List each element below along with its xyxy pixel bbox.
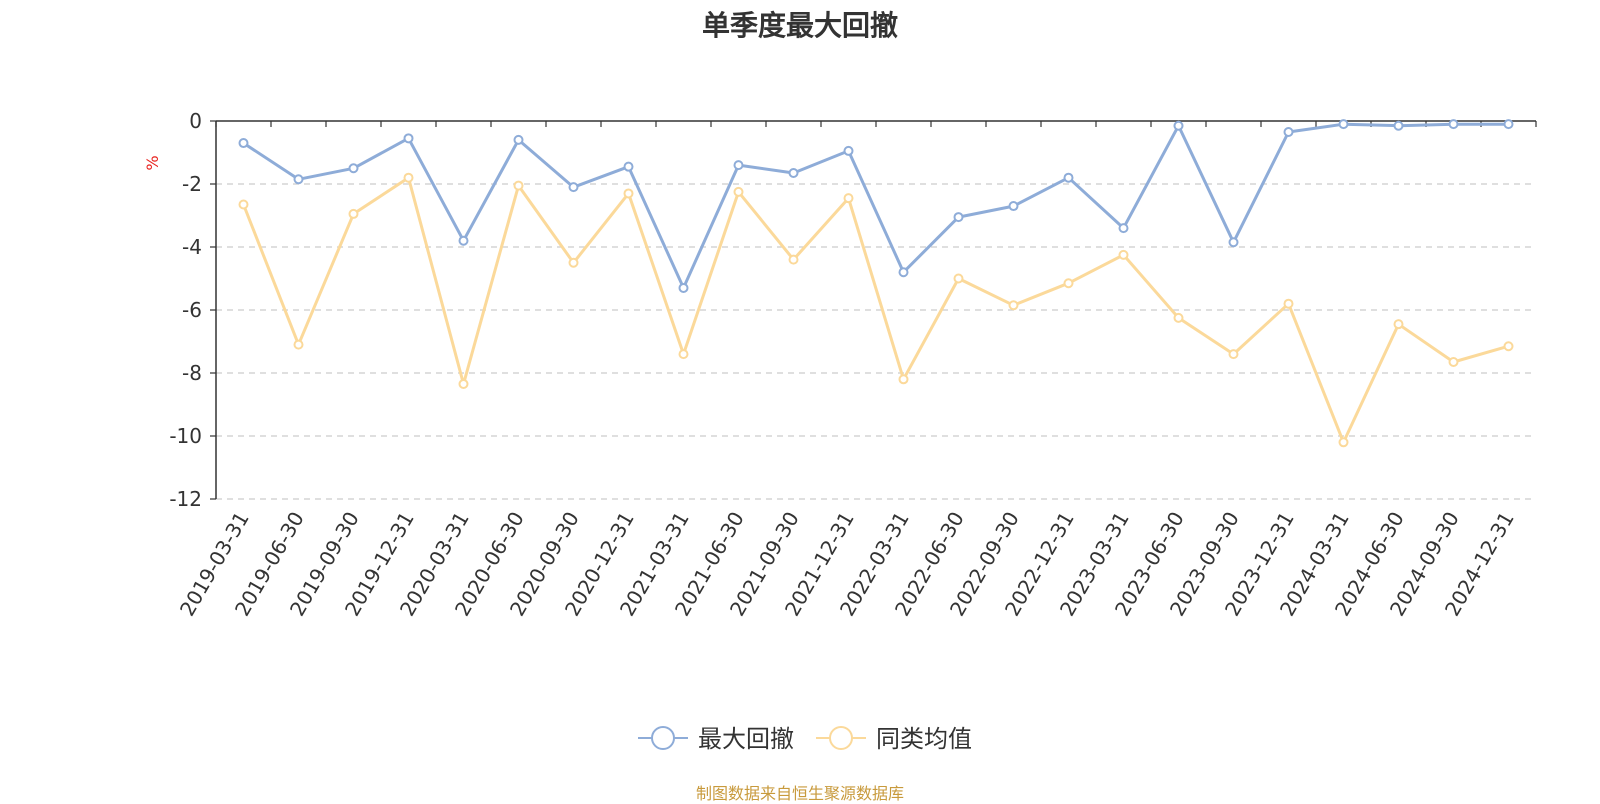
data-point bbox=[403, 133, 414, 144]
data-point bbox=[458, 379, 469, 390]
data-point bbox=[568, 257, 579, 268]
data-point bbox=[788, 167, 799, 178]
data-point bbox=[788, 254, 799, 265]
data-point bbox=[1173, 120, 1184, 131]
series-最大回撤 bbox=[238, 119, 1514, 293]
data-point bbox=[1503, 119, 1514, 130]
data-point bbox=[238, 199, 249, 210]
legend-item: 最大回撤 bbox=[638, 725, 794, 753]
data-point bbox=[678, 282, 689, 293]
data-point bbox=[293, 339, 304, 350]
data-point bbox=[348, 163, 359, 174]
data-point bbox=[898, 374, 909, 385]
data-point bbox=[1173, 312, 1184, 323]
data-point bbox=[348, 208, 359, 219]
data-point bbox=[1228, 237, 1239, 248]
y-tick-label: -2 bbox=[182, 172, 202, 196]
data-point bbox=[1448, 356, 1459, 367]
data-point bbox=[238, 138, 249, 149]
series-同类均值 bbox=[238, 172, 1514, 448]
series-line bbox=[242, 122, 1509, 290]
data-point bbox=[293, 174, 304, 185]
data-point bbox=[1448, 119, 1459, 130]
data-point bbox=[1063, 278, 1074, 289]
data-point bbox=[1503, 341, 1514, 352]
data-point bbox=[403, 172, 414, 183]
data-point bbox=[1118, 223, 1129, 234]
data-point bbox=[1283, 127, 1294, 138]
source-note: 制图数据来自恒生聚源数据库 bbox=[695, 784, 904, 803]
data-point bbox=[1118, 249, 1129, 260]
data-point bbox=[733, 186, 744, 197]
chart-title: 单季度最大回撤 bbox=[701, 9, 898, 42]
data-point bbox=[1063, 172, 1074, 183]
y-tick-label: -10 bbox=[169, 424, 202, 448]
y-tick-label: -6 bbox=[182, 298, 202, 322]
data-point bbox=[513, 180, 524, 191]
y-tick-label: -4 bbox=[182, 235, 202, 259]
data-point bbox=[1228, 349, 1239, 360]
y-axis-label: % bbox=[143, 155, 162, 170]
y-tick-label: -8 bbox=[182, 361, 202, 385]
data-point bbox=[733, 160, 744, 171]
data-point bbox=[623, 161, 634, 172]
data-point bbox=[678, 349, 689, 360]
data-point bbox=[623, 188, 634, 199]
data-point bbox=[1008, 300, 1019, 311]
data-point bbox=[953, 273, 964, 284]
data-point bbox=[513, 134, 524, 145]
data-point bbox=[953, 212, 964, 223]
legend-item: 同类均值 bbox=[816, 725, 972, 753]
data-point bbox=[458, 235, 469, 246]
legend-marker bbox=[651, 726, 675, 750]
data-point bbox=[898, 267, 909, 278]
legend-label: 最大回撤 bbox=[698, 725, 794, 753]
data-point bbox=[1338, 119, 1349, 130]
data-point bbox=[843, 193, 854, 204]
data-point bbox=[568, 182, 579, 193]
legend-label: 同类均值 bbox=[876, 725, 972, 753]
data-point bbox=[1393, 319, 1404, 330]
data-point bbox=[1393, 120, 1404, 131]
data-point bbox=[1283, 298, 1294, 309]
y-tick-label: 0 bbox=[189, 109, 202, 133]
series-line bbox=[242, 176, 1509, 444]
y-tick-label: -12 bbox=[169, 487, 202, 511]
data-point bbox=[1338, 437, 1349, 448]
legend-marker bbox=[829, 726, 853, 750]
data-point bbox=[1008, 201, 1019, 212]
data-point bbox=[843, 145, 854, 156]
